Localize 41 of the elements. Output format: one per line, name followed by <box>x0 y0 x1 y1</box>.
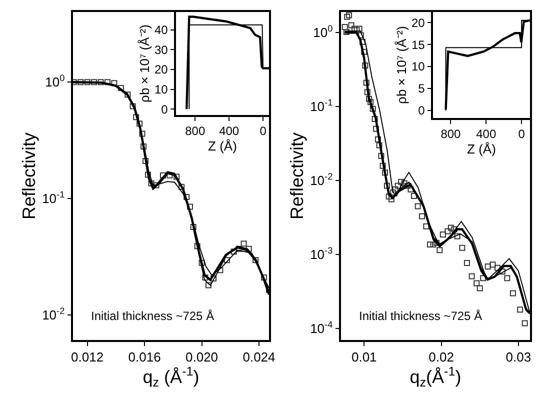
x-tick-label: 0 <box>260 124 267 138</box>
x-tick-label: 0.016 <box>128 349 161 364</box>
x-tick-label: 400 <box>476 127 496 142</box>
y-tick-label: 10$^{0}$ <box>45 73 65 90</box>
x-tick-label: 0.020 <box>185 349 218 364</box>
y-axis-title: ρb × 10⁷ (Å⁻²) <box>394 26 409 104</box>
x-tick-label: 400 <box>219 124 240 138</box>
annotation: Initial thickness ~725 Å <box>359 309 482 323</box>
x-tick-label: 0.02 <box>428 349 454 364</box>
y-tick-label: 10$^{-1}$ <box>310 98 333 114</box>
y-tick-label: 0 <box>161 102 168 116</box>
x-axis-title: q$_{z}$(Å$^{-1}$) <box>410 364 462 390</box>
y-tick-label: 10$^{-2}$ <box>42 306 65 323</box>
y-tick-label: 10$^{-4}$ <box>310 320 333 336</box>
x-tick-label: 0.01 <box>351 349 377 364</box>
y-tick-label: 30 <box>154 42 168 57</box>
x-tick-label: 800 <box>440 127 462 142</box>
x-tick-label: 0.024 <box>242 349 276 364</box>
x-tick-label: 0.012 <box>71 349 104 364</box>
x-tick-label: 800 <box>185 124 206 138</box>
y-tick-label: 10$^{0}$ <box>313 24 333 40</box>
y-axis-title: ρb × 10⁷ (Å⁻²) <box>136 24 152 102</box>
x-axis-title: Z (Å) <box>467 141 496 156</box>
y-tick-label: 10 <box>154 82 168 96</box>
x-tick-label: 0.03 <box>506 349 532 364</box>
y-axis-title: Reflectivity <box>18 132 39 220</box>
y-tick-label: 10 <box>411 60 426 74</box>
y-tick-label: 10$^{-1}$ <box>42 190 65 206</box>
y-tick-label: 10$^{-3}$ <box>310 246 333 262</box>
y-tick-label: 5 <box>418 82 426 96</box>
y-tick-label: 20 <box>154 62 168 77</box>
y-tick-label: 40 <box>154 23 168 38</box>
x-axis-title: q$_{z}$ (Å$^{-1}$) <box>142 364 200 390</box>
y-tick-label: 10$^{-2}$ <box>310 172 333 188</box>
x-axis-title: Z (Å) <box>208 138 237 154</box>
y-tick-label: 0 <box>418 104 426 118</box>
y-tick-label: 20 <box>411 16 426 30</box>
x-tick-label: 0 <box>518 127 526 142</box>
annotation: Initial thickness ~725 Å <box>91 309 214 323</box>
y-axis-title: Reflectivity <box>286 132 307 220</box>
y-tick-label: 15 <box>411 38 426 52</box>
